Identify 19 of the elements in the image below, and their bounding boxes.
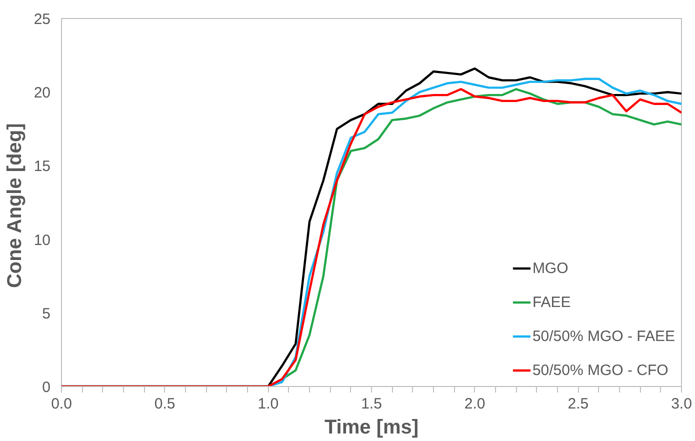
y-tick-label: 0 bbox=[42, 379, 50, 396]
x-tick-label: 2.5 bbox=[568, 396, 589, 412]
y-tick-label: 20 bbox=[34, 84, 51, 102]
legend-label: 50/50% MGO - CFO bbox=[532, 362, 668, 378]
x-tick-label: 0.5 bbox=[154, 396, 176, 412]
y-tick-label: 5 bbox=[42, 305, 50, 322]
x-tick-label: 1.5 bbox=[361, 396, 382, 412]
x-tick-label: 3.0 bbox=[671, 396, 692, 412]
y-tick-label: 25 bbox=[34, 11, 51, 28]
legend-label: FAEE bbox=[532, 294, 571, 310]
legend-label: MGO bbox=[532, 260, 568, 276]
y-tick-label: 10 bbox=[34, 232, 51, 249]
y-axis-title: Cone Angle [deg] bbox=[4, 123, 26, 288]
x-axis-title: Time [ms] bbox=[324, 416, 419, 438]
x-tick-label: 0.0 bbox=[51, 396, 72, 412]
x-tick-label: 2.0 bbox=[464, 396, 486, 412]
legend-label: 50/50% MGO - FAEE bbox=[532, 328, 675, 344]
y-tick-label: 15 bbox=[34, 158, 51, 176]
x-tick-label: 1.0 bbox=[258, 396, 279, 412]
